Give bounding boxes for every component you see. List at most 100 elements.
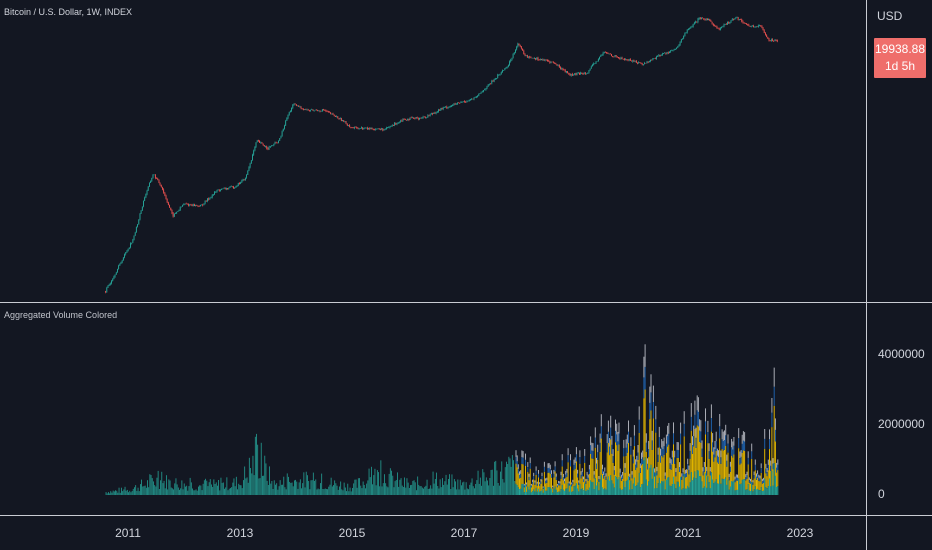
volume-bar	[201, 490, 203, 495]
volume-bar-segment	[745, 477, 747, 481]
candle-body	[380, 128, 381, 130]
volume-bar	[251, 473, 253, 495]
volume-bar-segment	[532, 484, 534, 492]
volume-bar	[235, 476, 237, 495]
candle-body	[663, 53, 664, 54]
volume-bar-segment	[663, 480, 665, 495]
price-candle	[269, 145, 271, 148]
volume-bar-segment	[753, 475, 755, 479]
volume-bar	[516, 455, 518, 495]
last-price-tag[interactable]: 19938.88 1d 5h	[874, 38, 926, 78]
candle-body	[667, 52, 669, 53]
volume-bar-segment	[681, 489, 683, 495]
volume-bar-segment	[325, 489, 327, 495]
price-candle	[569, 73, 571, 76]
candle-body	[275, 142, 277, 143]
price-candle	[222, 188, 224, 190]
volume-bar-segment	[682, 488, 684, 495]
price-candle	[301, 108, 303, 110]
volume-bar-segment	[565, 489, 567, 495]
volume-bar-segment	[157, 470, 159, 495]
price-candle	[709, 18, 711, 22]
candle-body	[459, 102, 461, 104]
volume-bar	[564, 478, 565, 495]
price-candle	[618, 57, 619, 59]
price-candle	[632, 59, 634, 63]
volume-bar	[625, 439, 627, 495]
candle-body	[669, 51, 670, 53]
volume-bar	[533, 472, 535, 495]
price-candle	[230, 185, 232, 188]
volume-bar-segment	[605, 479, 607, 490]
volume-bar-segment	[308, 481, 310, 495]
price-candle	[634, 60, 636, 63]
volume-bar-segment	[669, 468, 671, 486]
volume-bar-segment	[703, 471, 705, 487]
volume-bar-segment	[689, 458, 691, 483]
price-candle	[483, 90, 484, 93]
volume-bar-segment	[681, 473, 683, 477]
candle-body	[690, 26, 692, 28]
price-candle	[374, 128, 375, 131]
price-candle	[633, 59, 635, 62]
price-candle	[196, 204, 198, 207]
volume-bar-segment	[674, 450, 676, 458]
candle-body	[659, 55, 661, 56]
volume-bar-segment	[309, 489, 311, 495]
candle-body	[440, 108, 442, 111]
candle-body	[167, 202, 169, 205]
candle-body	[248, 167, 250, 171]
price-candle	[331, 113, 333, 115]
candle-body	[716, 26, 718, 29]
candle-body	[112, 279, 114, 282]
volume-bar-segment	[626, 452, 628, 480]
volume-bar-segment	[624, 467, 626, 473]
candle-body	[398, 121, 400, 123]
price-candle	[584, 72, 586, 75]
price-candle	[683, 35, 685, 40]
price-candle	[759, 24, 760, 27]
volume-bar-segment	[577, 473, 579, 478]
price-candle	[460, 101, 462, 103]
volume-bar-segment	[489, 478, 491, 495]
price-candle	[396, 122, 398, 126]
volume-bar-segment	[631, 471, 633, 475]
candle-body	[573, 74, 574, 76]
volume-bar-segment	[592, 458, 594, 483]
price-candle	[268, 145, 270, 150]
candle-body	[164, 192, 166, 196]
volume-bar-segment	[593, 489, 595, 495]
price-candle	[440, 107, 442, 111]
candle-body	[603, 51, 605, 53]
volume-bar-segment	[655, 419, 657, 433]
volume-bar-segment	[516, 485, 518, 495]
candle-body	[590, 66, 592, 69]
volume-bar-segment	[175, 478, 177, 495]
volume-bar-segment	[664, 479, 666, 490]
volume-bar	[737, 474, 738, 495]
volume-bar-segment	[244, 466, 246, 495]
volume-bar-segment	[683, 411, 685, 424]
price-candle	[201, 204, 202, 206]
volume-bar	[498, 485, 500, 495]
volume-bar-segment	[562, 480, 564, 490]
volume-bar-segment	[654, 488, 656, 495]
volume-bar-segment	[652, 418, 654, 468]
volume-bar-segment	[559, 491, 561, 495]
volume-bar-segment	[709, 475, 711, 489]
candle-body	[684, 33, 686, 36]
candle-body	[539, 59, 541, 60]
candle-body	[149, 182, 150, 187]
volume-bar-segment	[689, 443, 691, 451]
volume-bar	[651, 430, 653, 495]
volume-bar-segment	[656, 466, 658, 472]
volume-bar	[615, 419, 616, 495]
volume-bar	[272, 489, 274, 495]
volume-bar-segment	[366, 483, 368, 495]
volume-bar-segment	[553, 473, 555, 478]
volume-bar-segment	[515, 483, 517, 495]
volume-bar	[600, 414, 602, 495]
volume-bar-segment	[715, 431, 717, 442]
volume-bar-segment	[651, 430, 653, 441]
